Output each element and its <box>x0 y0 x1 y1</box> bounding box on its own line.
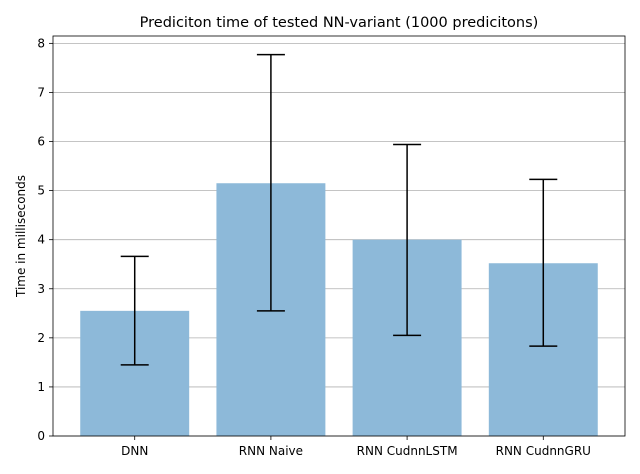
y-tick-label: 0 <box>37 429 45 443</box>
x-tick-label: RNN CudnnGRU <box>496 444 591 458</box>
y-tick-label: 1 <box>37 380 45 394</box>
y-axis-label: Time in milliseconds <box>14 175 28 298</box>
bars <box>80 183 598 436</box>
y-tick-label: 3 <box>37 282 45 296</box>
x-tick-label: RNN CudnnLSTM <box>357 444 458 458</box>
y-tick-label: 4 <box>37 233 45 247</box>
axes: 0 1 2 3 4 5 6 7 8 DNN RNN Naive RNN CudnnLSTM RNN Cu… <box>37 35 626 458</box>
x-tick-label: RNN Naive <box>239 444 303 458</box>
y-tick-label: 7 <box>37 85 45 99</box>
y-tick-label: 5 <box>37 184 45 198</box>
error-bars <box>120 53 558 366</box>
y-tick-label: 2 <box>37 331 45 345</box>
chart-title: Prediciton time of tested NN-variant (10… <box>140 15 539 31</box>
y-tick-label: 6 <box>37 135 45 149</box>
x-tick-label: DNN <box>121 444 148 458</box>
y-tick-label: 8 <box>37 36 45 50</box>
plot-frame <box>52 35 626 437</box>
